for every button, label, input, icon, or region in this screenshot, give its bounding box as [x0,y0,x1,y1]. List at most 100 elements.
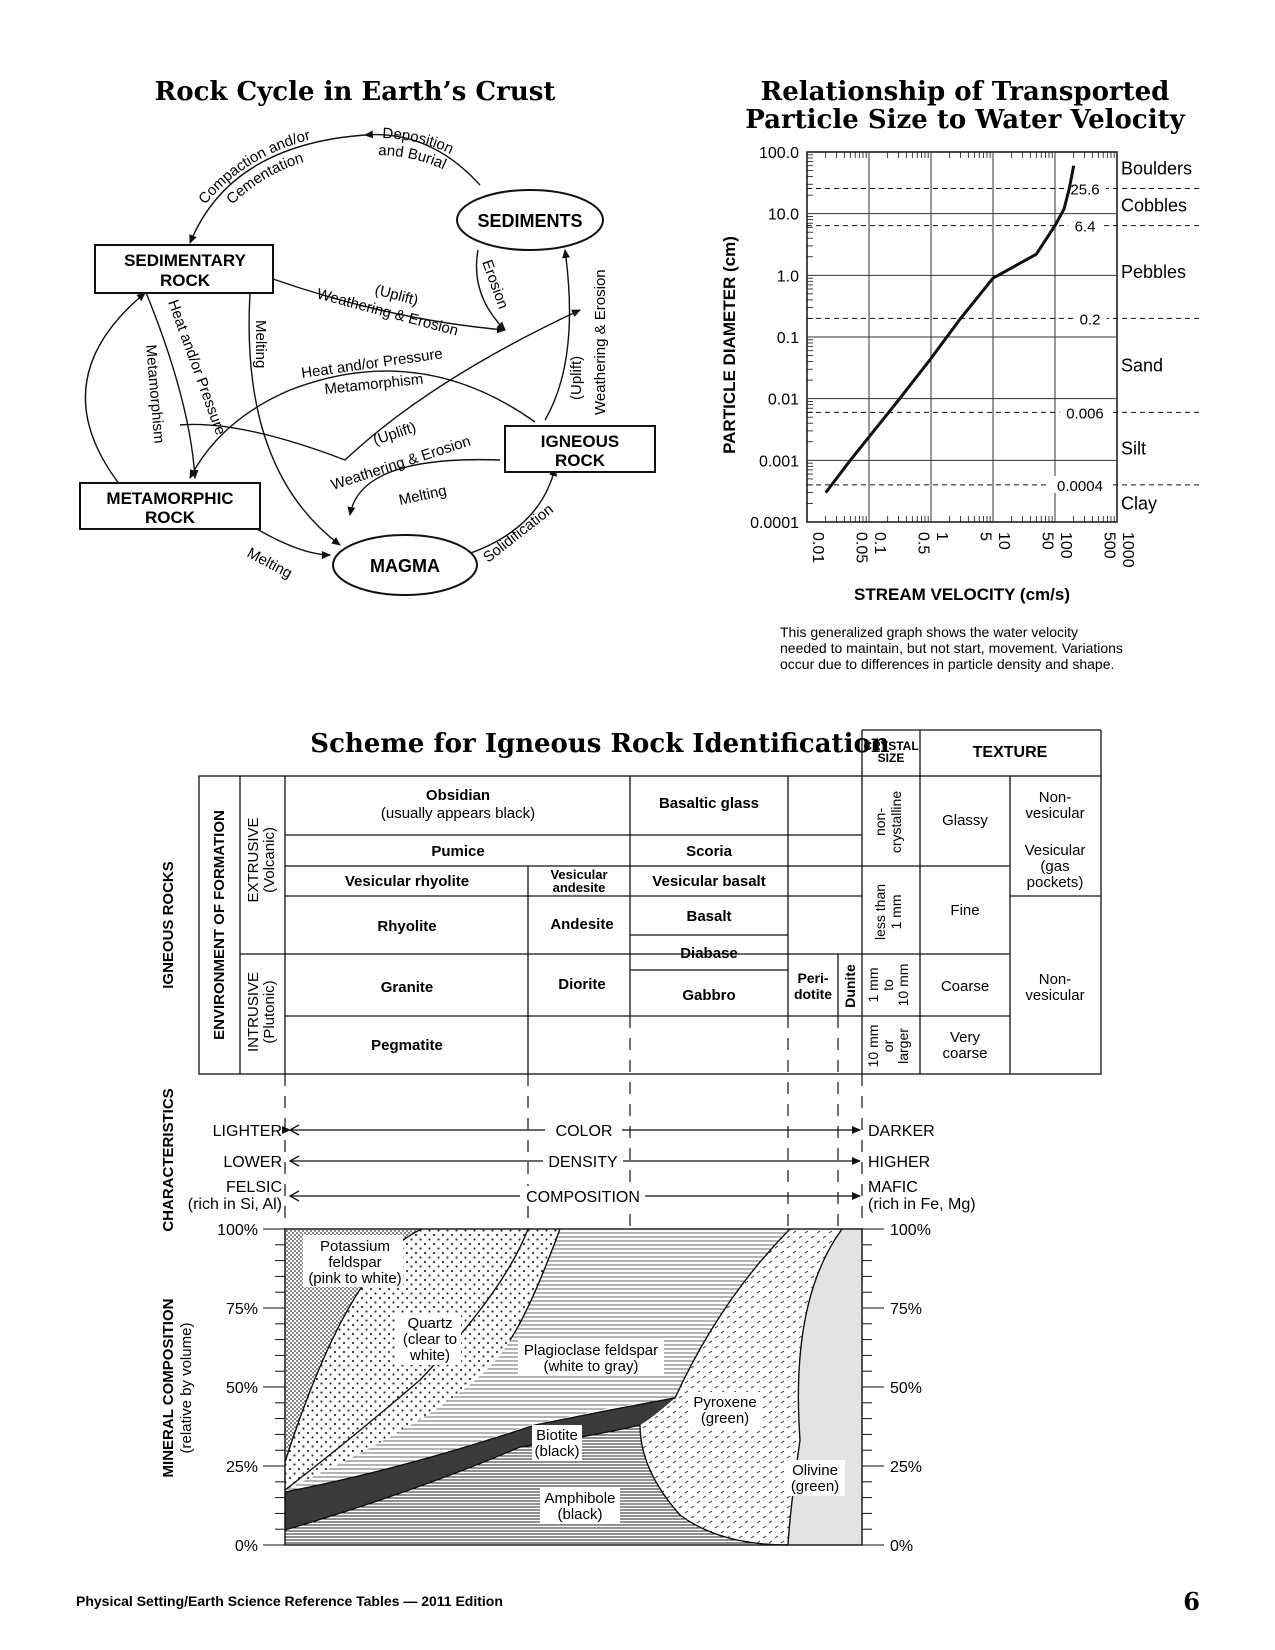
pct-label-right: 100% [890,1222,931,1239]
label-plagioclase-2: (white to gray) [543,1358,638,1375]
extrusive-label: EXTRUSIVE [245,817,262,902]
texture-coarse: Coarse [941,978,989,995]
pct-label-left: 100% [217,1222,258,1239]
graph-note-3: occur due to differences in particle den… [780,656,1114,672]
label-uplift-2: (Uplift) [371,419,418,449]
char-color: COLOR [556,1123,613,1140]
pct-label-right: 50% [890,1380,922,1397]
graph-y-tick-label: 1.0 [777,268,799,285]
crystal-to: to [880,979,896,991]
pct-label-left: 75% [226,1301,258,1318]
char-mafic: MAFIC [868,1179,918,1196]
crystal-large: 10 mm [865,1025,881,1068]
rock-granite: Granite [381,979,434,996]
crystal-large-or: or [880,1039,896,1052]
label-potassium-feldspar-2: feldspar [328,1254,381,1271]
crystal-noncrystalline: non- [872,808,888,836]
node-igneous-label-2: ROCK [555,451,606,470]
node-metamorphic-rock: METAMORPHIC ROCK [79,482,261,530]
graph-x-tick-label: 100 [1057,532,1074,559]
graph-class-label: Silt [1121,439,1146,459]
node-igneous-rock: IGNEOUS ROCK [504,425,656,473]
label-plagioclase: Plagioclase feldspar [524,1342,658,1359]
pct-label-right: 75% [890,1301,922,1318]
graph-boundary-label-bg [1068,216,1102,234]
rock-vesicular-basalt: Vesicular basalt [652,873,765,890]
graph-x-axis-label: STREAM VELOCITY (cm/s) [854,585,1070,604]
rock-vesicular-rhyolite: Vesicular rhyolite [345,873,469,890]
texture-glassy: Glassy [942,812,988,829]
texture-vesicular-3: pockets) [1027,874,1084,891]
texture-very-coarse-2: coarse [942,1045,987,1062]
label-amphibole-2: (black) [557,1506,602,1523]
graph-class-label: Boulders [1121,158,1192,178]
label-heat-2: Heat and/or Pressure [164,298,229,438]
region-amphibole [285,1425,788,1545]
crystal-less-than-2: 1 mm [888,895,904,930]
char-density: DENSITY [548,1154,618,1171]
graph-boundary-label: 6.4 [1075,219,1096,236]
characteristics: CHARACTERISTICS LIGHTER LOWER FELSIC (ri… [160,1088,976,1231]
crystal-size-header: CRYSTAL [863,739,918,753]
side-characteristics: CHARACTERISTICS [160,1088,177,1231]
label-potassium-feldspar-3: (pink to white) [308,1270,401,1287]
graph-y-tick-label: 0.0001 [750,515,799,532]
label-biotite: Biotite [536,1427,578,1444]
texture-header: TEXTURE [973,744,1048,761]
rock-pegmatite: Pegmatite [371,1037,443,1054]
graph-boundary-label: 25.6 [1070,181,1099,198]
graph-y-tick-label: 0.1 [777,330,799,347]
crystal-size-header-2: SIZE [878,751,905,765]
char-lower: LOWER [223,1154,282,1171]
graph-class-label: Clay [1121,493,1157,513]
label-quartz-2: (clear to [403,1331,457,1348]
rock-obsidian-note: (usually appears black) [381,805,535,822]
label-potassium-feldspar: Potassium [320,1238,390,1255]
graph-note-1: This generalized graph shows the water v… [780,624,1078,640]
crystal-10mm: 10 mm [895,964,911,1007]
extrusive-sub: (Volcanic) [261,827,278,893]
pct-label-right: 25% [890,1459,922,1476]
node-igneous-label: IGNEOUS [541,432,619,451]
rock-diabase: Diabase [680,945,738,962]
graph-y-tick-label: 0.01 [768,392,799,409]
footer-page-number: 6 [1183,1587,1200,1616]
graph-boundary-label-bg [1050,475,1110,493]
pct-label-left: 25% [226,1459,258,1476]
node-sedimentary-rock: SEDIMENTARY ROCK [94,244,274,294]
graph-x-tick-label: 0.5 [914,532,931,554]
texture-nonvesicular-2b: vesicular [1025,987,1084,1004]
crystal-1mm: 1 mm [865,968,881,1003]
char-darker: DARKER [868,1123,935,1140]
rock-dunite: Dunite [842,964,858,1008]
char-felsic-2: (rich in Si, Al) [188,1196,282,1213]
graph-boundary-label: 0.006 [1066,405,1104,422]
crystal-large-3: larger [895,1028,911,1064]
label-amphibole: Amphibole [545,1490,616,1507]
mineral-composition: MINERAL COMPOSITION (relative by volume)… [160,1222,931,1555]
label-olivine-2: (green) [791,1478,839,1495]
region-potassium-feldspar [285,1229,422,1462]
node-sedimentary-label-2: ROCK [160,271,211,290]
texture-nonvesicular-1b: vesicular [1025,805,1084,822]
rock-basalt: Basalt [686,908,731,925]
graph-x-tick-label: 5 [976,532,993,541]
rock-peridotite-2: dotite [794,986,832,1002]
graph-class-label: Sand [1121,355,1163,375]
label-quartz: Quartz [407,1315,452,1332]
node-metamorphic-label-2: ROCK [145,508,196,527]
texture-very-coarse: Very [950,1029,981,1046]
label-quartz-3: white) [409,1347,450,1364]
region-plagioclase-top [285,1229,560,1490]
graph-x-tick-label: 10 [995,532,1012,550]
graph-x-tick-label: 1000 [1119,532,1136,568]
graph-class-label: Cobbles [1121,196,1187,216]
percent-scale: 100% 100% 75% 75% 50% 50% 25% 25% 0% 0% [217,1222,931,1555]
pct-label-left: 0% [235,1538,258,1555]
rock-cycle-title: Rock Cycle in Earth’s Crust [155,77,556,107]
graph-x-tick-label: 50 [1038,532,1055,550]
label-erosion: Erosion [478,258,511,312]
igneous-title: Scheme for Igneous Rock Identification [310,729,889,759]
rock-andesite: Andesite [550,916,613,933]
